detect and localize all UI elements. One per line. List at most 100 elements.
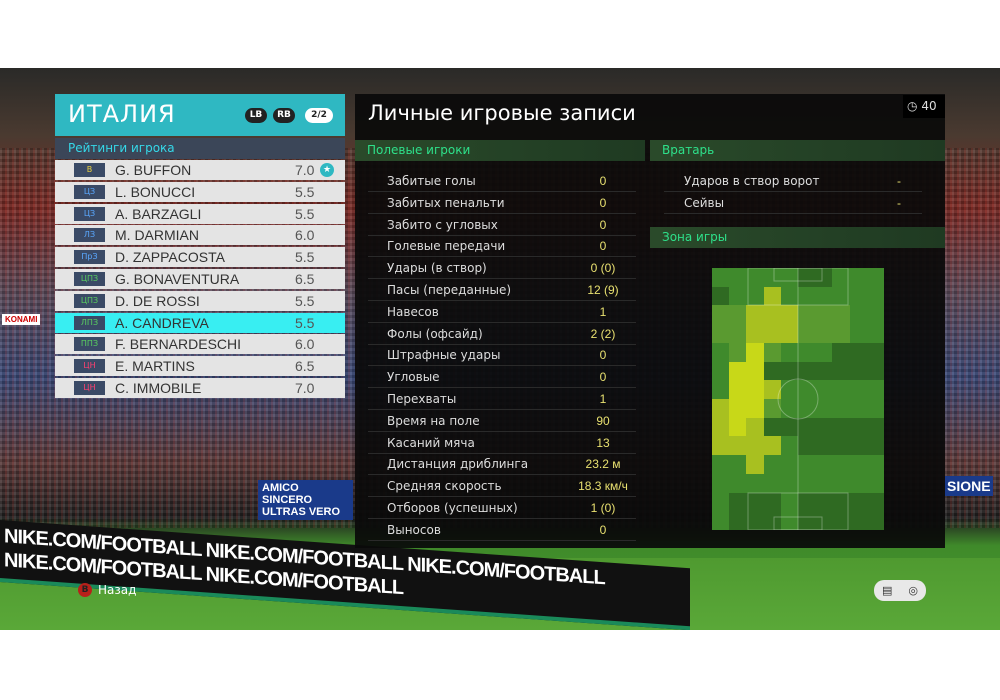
- chat-controls[interactable]: ▤ ◎: [874, 580, 926, 601]
- heatmap-cell: [780, 436, 798, 456]
- heatmap-cell: [712, 380, 730, 399]
- heatmap-cell: [798, 342, 816, 362]
- heatmap-cell: [832, 398, 850, 418]
- heatmap-cell: [849, 305, 867, 325]
- stat-label: Касаний мяча: [387, 435, 475, 450]
- player-row[interactable]: ЦПЗ G. BONAVENTURA 6.5: [55, 269, 345, 289]
- player-row[interactable]: ППЗ F. BERNARDESCHI 6.0: [55, 334, 345, 355]
- heatmap-cell: [729, 473, 747, 493]
- page-title: Личные игровые записи: [368, 101, 636, 125]
- heatmap-cell: [729, 398, 747, 418]
- fan-banner: AMICO SINCERO ULTRAS VERO: [258, 480, 353, 520]
- player-row[interactable]: В G. BUFFON 7.0 ★: [55, 160, 345, 180]
- stat-value: 0: [599, 174, 607, 188]
- stat-value: -: [897, 174, 901, 188]
- heatmap-cell: [866, 417, 884, 437]
- position-badge: ПрЗ: [74, 250, 105, 265]
- heatmap-cell: [729, 305, 747, 325]
- heatmap-cell: [780, 324, 798, 343]
- player-row[interactable]: ЦЗ A. BARZAGLI 5.5: [55, 203, 345, 224]
- stat-row: Средняя скорость 18.3 км/ч: [368, 476, 636, 498]
- stat-value: 0: [599, 195, 607, 210]
- heatmap-cell: [712, 268, 730, 287]
- player-row[interactable]: ПрЗ D. ZAPPACOSTA 5.5: [55, 247, 345, 268]
- player-name: D. DE ROSSI: [115, 292, 200, 309]
- player-rating: 5.5: [295, 183, 315, 200]
- stat-row: Касаний мяча 13: [368, 433, 636, 454]
- b-button-icon: B: [78, 583, 92, 597]
- timer-value: 40: [921, 99, 937, 113]
- heatmap-cell: [780, 268, 798, 287]
- stat-row: Отборов (успешных) 1 (0): [368, 498, 636, 519]
- heatmap-cell: [798, 436, 816, 456]
- player-rating: 6.0: [295, 336, 315, 353]
- stat-row: Штрафные удары 0: [368, 345, 636, 367]
- player-name: E. MARTINS: [115, 358, 195, 375]
- player-row[interactable]: ЛПЗ A. CANDREVA 5.5: [55, 312, 345, 333]
- stat-row: Ударов в створ ворот -: [664, 171, 922, 192]
- heatmap-cell: [849, 342, 867, 362]
- heatmap-cell: [780, 380, 798, 399]
- back-button[interactable]: B Назад: [78, 583, 136, 597]
- player-row[interactable]: ЦН E. MARTINS 6.5: [55, 356, 345, 377]
- heatmap-cell: [763, 305, 781, 325]
- heatmap-cell: [832, 361, 850, 381]
- clock-icon: ◷: [907, 99, 918, 113]
- stat-label: Пасы (переданные): [387, 283, 512, 297]
- lb-button[interactable]: LB: [245, 108, 267, 123]
- position-badge: ЦН: [74, 359, 105, 374]
- player-name: L. BONUCCI: [115, 183, 196, 200]
- heatmap-cell: [729, 455, 747, 474]
- stat-row: Время на поле 90: [368, 411, 636, 432]
- stat-value: 0: [599, 348, 607, 363]
- heatmap-cell: [746, 305, 764, 325]
- heatmap-cell: [815, 417, 833, 437]
- heatmap-cell: [746, 455, 764, 474]
- player-name: A. CANDREVA: [115, 314, 209, 331]
- heatmap-cell: [763, 361, 781, 381]
- heatmap-cell: [798, 305, 816, 325]
- heatmap-cell: [849, 455, 867, 474]
- heatmap-cell: [780, 455, 798, 474]
- stat-value: 1: [599, 392, 607, 406]
- rs-stick-icon[interactable]: ◎: [908, 584, 918, 597]
- player-row[interactable]: ЦН C. IMMOBILE 7.0: [55, 378, 345, 398]
- player-row[interactable]: ЦПЗ D. DE ROSSI 5.5: [55, 290, 345, 311]
- heatmap-cell: [849, 492, 867, 512]
- position-badge: ЛПЗ: [74, 315, 105, 330]
- heatmap-cell: [798, 286, 816, 306]
- heatmap-cell: [763, 324, 781, 343]
- heatmap-cell: [746, 380, 764, 399]
- heatmap-cell: [746, 436, 764, 456]
- player-name: G. BUFFON: [115, 162, 192, 178]
- heatmap-cell: [832, 342, 850, 362]
- heatmap-cell: [798, 473, 816, 493]
- heatmap-cell: [712, 511, 730, 530]
- konami-board: KONAMI: [2, 314, 41, 325]
- heatmap-cell: [849, 268, 867, 287]
- player-name: F. BERNARDESCHI: [115, 336, 242, 353]
- heatmap-cell: [780, 361, 798, 381]
- heatmap-cell: [729, 380, 747, 399]
- heatmap-cell: [746, 342, 764, 362]
- heatmap-cell: [815, 436, 833, 456]
- pitch-lines: [747, 268, 849, 530]
- heatmap-cell: [746, 398, 764, 418]
- heatmap-cell: [780, 511, 798, 530]
- rb-button[interactable]: RB: [273, 108, 295, 123]
- heatmap-cell: [712, 436, 730, 456]
- heatmap-cell: [815, 361, 833, 381]
- player-row[interactable]: ЛЗ M. DARMIAN 6.0: [55, 225, 345, 246]
- heatmap-cell: [729, 268, 747, 287]
- heatmap-cell: [815, 324, 833, 343]
- chat-icon[interactable]: ▤: [881, 584, 893, 597]
- stat-label: Средняя скорость: [387, 479, 502, 494]
- heatmap-cell: [866, 380, 884, 399]
- heatmap-cell: [815, 380, 833, 399]
- heatmap-cell: [849, 436, 867, 456]
- stat-label: Забитых пенальти: [387, 195, 505, 210]
- stat-row: Голевые передачи 0: [368, 236, 636, 258]
- player-row[interactable]: ЦЗ L. BONUCCI 5.5: [55, 181, 345, 202]
- heatmap-cell: [746, 417, 764, 437]
- heatmap-cell: [866, 342, 884, 362]
